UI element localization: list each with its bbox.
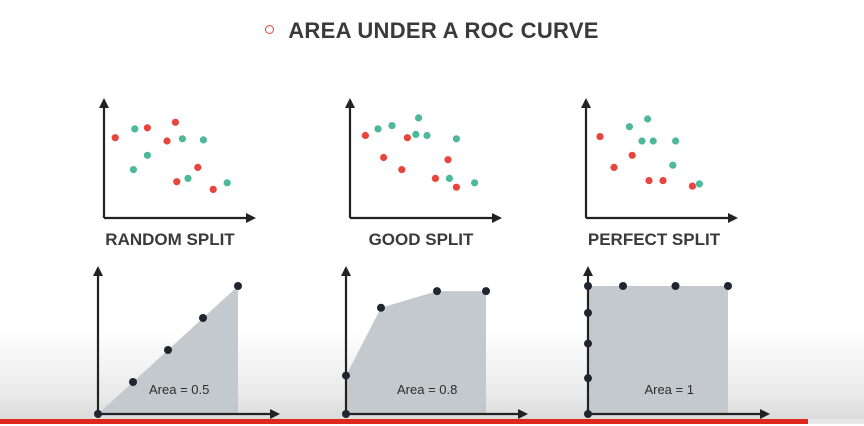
- scatter-point-green: [625, 123, 633, 131]
- label-perfect-split: PERFECT SPLIT: [587, 230, 721, 249]
- scatter-point-green: [199, 136, 207, 144]
- x-axis-arrow-icon: [728, 213, 738, 223]
- scatter-chart-perfect: [581, 98, 738, 223]
- scatter-point-red: [209, 185, 217, 193]
- scatter-point-red: [380, 153, 388, 162]
- y-axis-arrow-icon: [99, 98, 109, 108]
- label-good-split: GOOD SPLIT: [368, 230, 474, 249]
- scatter-point-red: [596, 133, 604, 141]
- scatter-point-red: [171, 118, 179, 126]
- roc-curve-point: [342, 371, 350, 380]
- roc-curve-point: [584, 339, 592, 348]
- x-axis-arrow-icon: [270, 409, 280, 419]
- scatter-point-red: [111, 134, 119, 142]
- scatter-point-red: [398, 166, 406, 174]
- roc-curve-point: [482, 287, 490, 296]
- roc-curve-point: [94, 410, 102, 418]
- scatter-point-red: [659, 177, 667, 185]
- y-axis-arrow-icon: [93, 266, 103, 276]
- roc-curve-point: [584, 282, 592, 290]
- x-axis-arrow-icon: [760, 409, 770, 419]
- scatter-point-green: [672, 137, 680, 145]
- roc-curve-point: [377, 303, 385, 312]
- scatter-point-green: [223, 179, 231, 187]
- scatter-point-green: [178, 135, 186, 143]
- roc-curve-point: [164, 346, 172, 354]
- roc-curve-point: [671, 282, 680, 290]
- scatter-point-green: [695, 180, 703, 188]
- scatter-point-green: [184, 174, 192, 182]
- roc-panel-good: Area = 0.8: [338, 266, 528, 426]
- y-axis-arrow-icon: [341, 266, 351, 276]
- scatter-point-red: [143, 124, 151, 132]
- title-text: AREA UNDER A ROC CURVE: [288, 18, 599, 43]
- roc-chart-good: Area = 0.8: [341, 266, 528, 419]
- scatter-point-green: [415, 114, 423, 122]
- scatter-chart-good: [345, 98, 502, 223]
- scatter-point-green: [143, 151, 151, 159]
- area-value-label: Area = 0.5: [149, 382, 209, 397]
- roc-curve-point: [433, 287, 441, 296]
- scatter-point-green: [649, 137, 657, 145]
- scatter-point-red: [645, 177, 653, 185]
- roc-curve-point: [724, 282, 732, 290]
- roc-panel-perfect: Area = 1: [580, 266, 770, 426]
- scatter-point-red: [610, 163, 618, 171]
- scatter-point-green: [445, 174, 453, 182]
- scatter-panel-perfect: [578, 98, 768, 258]
- roc-curve-point: [342, 410, 350, 418]
- roc-curve-point: [234, 282, 242, 290]
- scatter-point-red: [628, 151, 636, 159]
- x-axis-arrow-icon: [492, 213, 502, 223]
- scatter-point-green: [423, 131, 431, 140]
- scatter-point-green: [644, 115, 652, 123]
- bullet-circle-icon: [265, 24, 275, 34]
- scatter-point-red: [452, 183, 460, 191]
- roc-curve-point: [199, 314, 207, 322]
- scatter-point-green: [129, 166, 137, 174]
- scatter-chart-random: [99, 98, 256, 223]
- roc-area-fill: [346, 291, 486, 414]
- page-title: AREA UNDER A ROC CURVE: [0, 18, 864, 44]
- roc-curve-point: [584, 410, 592, 418]
- roc-area-fill: [588, 286, 728, 414]
- scatter-point-green: [388, 122, 396, 130]
- roc-curve-point: [584, 308, 592, 317]
- scatter-point-green: [452, 135, 460, 143]
- roc-chart-random: Area = 0.5: [93, 266, 280, 419]
- y-axis-arrow-icon: [583, 266, 593, 276]
- scatter-point-red: [688, 182, 696, 190]
- scatter-point-red: [194, 163, 202, 171]
- scatter-point-green: [669, 161, 677, 169]
- y-axis-arrow-icon: [581, 98, 591, 108]
- scatter-panel-random: [96, 98, 286, 258]
- x-axis-arrow-icon: [518, 409, 528, 419]
- area-value-label: Area = 1: [644, 382, 694, 397]
- roc-curve-point: [129, 378, 137, 386]
- roc-curve-point: [584, 374, 592, 383]
- scatter-point-green: [131, 125, 139, 133]
- label-random-split: RANDOM SPLIT: [105, 230, 235, 249]
- scatter-point-red: [361, 131, 369, 140]
- scatter-point-red: [444, 156, 452, 164]
- scatter-point-green: [374, 125, 382, 133]
- scatter-point-red: [173, 178, 181, 186]
- scatter-point-red: [163, 137, 171, 145]
- video-progress-bar[interactable]: [0, 419, 864, 424]
- roc-curve-point: [619, 282, 627, 290]
- roc-panel-random: Area = 0.5: [90, 266, 280, 426]
- scatter-point-green: [471, 179, 479, 187]
- roc-chart-perfect: Area = 1: [583, 266, 770, 419]
- scatter-panel-good: [342, 98, 532, 258]
- video-progress-fill: [0, 419, 808, 424]
- y-axis-arrow-icon: [345, 98, 355, 108]
- scatter-point-green: [412, 130, 420, 138]
- scatter-point-red: [431, 174, 439, 182]
- x-axis-arrow-icon: [246, 213, 256, 223]
- scatter-point-red: [403, 134, 411, 142]
- area-value-label: Area = 0.8: [397, 382, 457, 397]
- scatter-point-green: [638, 137, 646, 145]
